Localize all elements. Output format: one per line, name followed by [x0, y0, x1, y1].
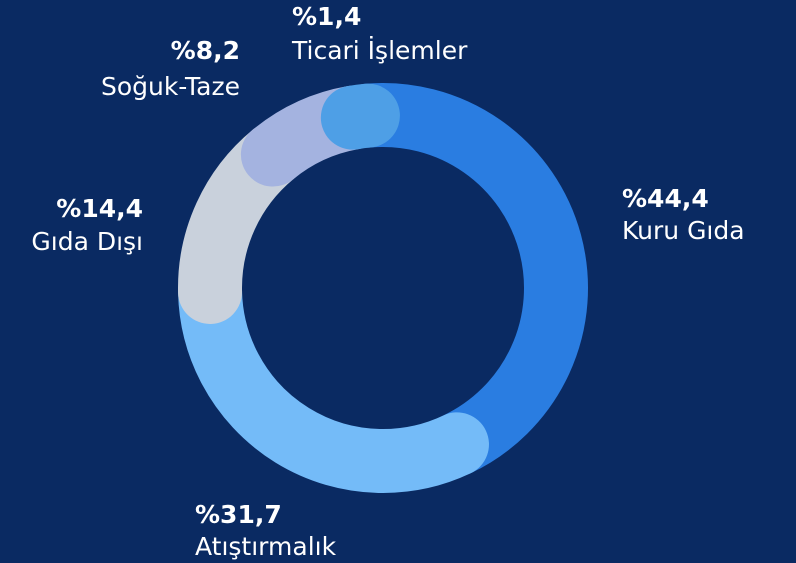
- value-label: %31,7: [195, 500, 282, 529]
- value-label: %14,4: [56, 194, 143, 223]
- category-label: Kuru Gıda: [622, 216, 745, 245]
- category-label: Atıştırmalık: [195, 532, 337, 561]
- value-label: %44,4: [622, 184, 709, 213]
- donut-segment: [320, 83, 400, 150]
- category-label: Soğuk-Taze: [101, 72, 240, 101]
- donut-segment: [178, 259, 489, 493]
- category-label: Ticari İşlemler: [291, 36, 468, 65]
- donut-segment: [335, 83, 588, 477]
- value-label: %1,4: [292, 2, 361, 31]
- category-label: Gıda Dışı: [31, 227, 143, 256]
- value-label: %8,2: [171, 36, 240, 65]
